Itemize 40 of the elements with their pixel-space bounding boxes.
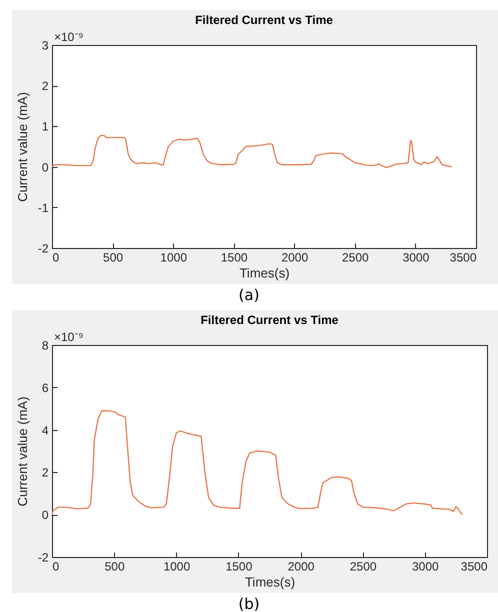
y-tick-label: 3 — [42, 38, 49, 52]
x-tick-label: 3500 — [460, 560, 488, 574]
y-tick-label: 6 — [42, 380, 49, 395]
x-tick-label: 500 — [104, 560, 125, 574]
y-tick-label: 4 — [42, 423, 49, 438]
text: (a) — [238, 285, 260, 306]
x-tick-label: 2500 — [350, 560, 377, 574]
y-tick-label: 1 — [42, 120, 49, 134]
x-tick-label: 0 — [52, 250, 60, 264]
x-axis-title: Times(s) — [239, 266, 290, 280]
x-tick-label: 1500 — [226, 560, 253, 574]
x-tick-label: 1500 — [220, 250, 248, 264]
x-tick-label: 2000 — [288, 560, 315, 574]
y-tick-label: 2 — [42, 79, 49, 94]
y-tick-label: 0 — [42, 160, 49, 174]
y-tick-label: -2 — [38, 242, 49, 256]
x-tick-label: 500 — [103, 250, 124, 264]
x-tick-label: 0 — [52, 560, 60, 574]
x-tick-label: 1000 — [160, 250, 188, 264]
x-tick-label: 2500 — [342, 250, 370, 264]
chart-title: Filtered Current vs Time — [200, 313, 339, 327]
y-axis-title: Current value (mA) — [14, 92, 30, 202]
chart-title: Filtered Current vs Time — [195, 13, 334, 27]
x-tick-label: 2000 — [281, 250, 308, 264]
y-tick-label: -2 — [38, 550, 49, 564]
y-tick-label: -1 — [38, 200, 49, 215]
x-axis-title: Times(s) — [244, 574, 296, 590]
line-series — [52, 410, 463, 516]
x-tick-label: 3000 — [402, 250, 430, 264]
y-axis-title: Current value (mA) — [14, 396, 30, 506]
line-series — [52, 134, 452, 168]
text: ×10⁻⁹ — [54, 330, 84, 344]
text: (b) — [237, 594, 261, 612]
x-tick-label: 3500 — [450, 250, 477, 264]
y-tick-label: 0 — [42, 508, 49, 522]
y-tick-label: 2 — [42, 466, 49, 480]
y-tick-label: 8 — [42, 338, 49, 352]
text: ×10⁻⁹ — [54, 30, 84, 44]
x-tick-label: 3000 — [412, 560, 440, 574]
x-tick-label: 1000 — [163, 560, 190, 574]
